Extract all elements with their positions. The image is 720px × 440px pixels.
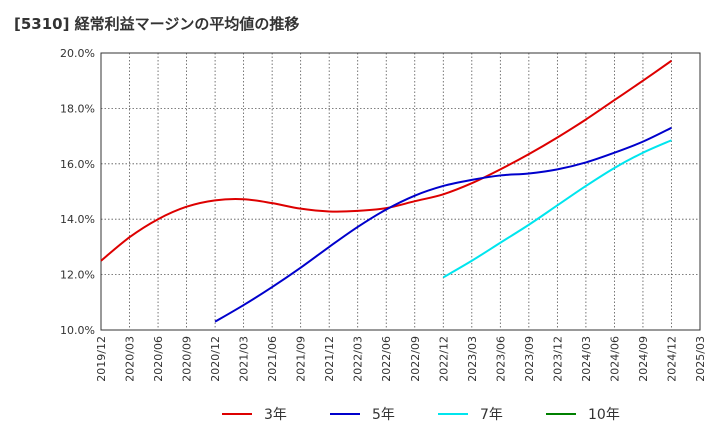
x-tick-label: 2020/12 — [209, 336, 222, 382]
x-tick-label: 2021/03 — [238, 336, 251, 382]
y-tick-label: 16.0% — [60, 158, 95, 171]
x-tick-label: 2024/03 — [580, 336, 593, 382]
x-tick-label: 2024/06 — [608, 336, 621, 382]
y-tick-label: 14.0% — [60, 213, 95, 226]
series-line — [214, 126, 672, 323]
series-line — [100, 59, 673, 262]
y-tick-label: 18.0% — [60, 102, 95, 115]
y-tick-label: 10.0% — [60, 324, 95, 337]
x-tick-label: 2023/09 — [523, 336, 536, 382]
legend-label: 5年 — [372, 407, 395, 423]
series-lines — [100, 59, 673, 323]
legend-label: 3年 — [264, 407, 287, 423]
grid — [101, 53, 700, 330]
legend-label: 10年 — [588, 407, 620, 423]
x-tick-label: 2022/06 — [380, 336, 393, 382]
plot-frame — [100, 52, 701, 331]
x-tick-label: 2021/06 — [266, 336, 279, 382]
x-tick-label: 2023/06 — [494, 336, 507, 382]
y-tick-label: 12.0% — [60, 269, 95, 282]
legend: 3年 5年 7年 10年 — [222, 407, 620, 423]
x-tick-label: 2019/12 — [95, 336, 108, 382]
x-tick-label: 2022/09 — [409, 336, 422, 382]
y-tick-label: 20.0% — [60, 47, 95, 60]
x-tick-label: 2024/09 — [637, 336, 650, 382]
x-tick-label: 2023/12 — [551, 336, 564, 382]
x-tick-label: 2024/12 — [665, 336, 678, 382]
series-line — [442, 139, 672, 279]
x-tick-label: 2025/03 — [694, 336, 707, 382]
x-tick-label: 2022/03 — [352, 336, 365, 382]
x-tick-label: 2020/03 — [124, 336, 137, 382]
chart-title: [5310] 経常利益マージンの平均値の推移 — [14, 15, 300, 33]
x-tick-label: 2022/12 — [437, 336, 450, 382]
x-tick-label: 2023/03 — [466, 336, 479, 382]
x-tick-label: 2020/09 — [181, 336, 194, 382]
y-axis-ticks: 10.0% 12.0% 14.0% 16.0% 18.0% 20.0% — [60, 47, 95, 337]
legend-label: 7年 — [480, 407, 503, 423]
x-tick-label: 2020/06 — [152, 336, 165, 382]
x-tick-label: 2021/12 — [323, 336, 336, 382]
x-axis-ticks: 2019/12 2020/03 2020/06 2020/09 2020/12 2021/… — [95, 336, 707, 382]
x-tick-label: 2021/09 — [295, 336, 308, 382]
